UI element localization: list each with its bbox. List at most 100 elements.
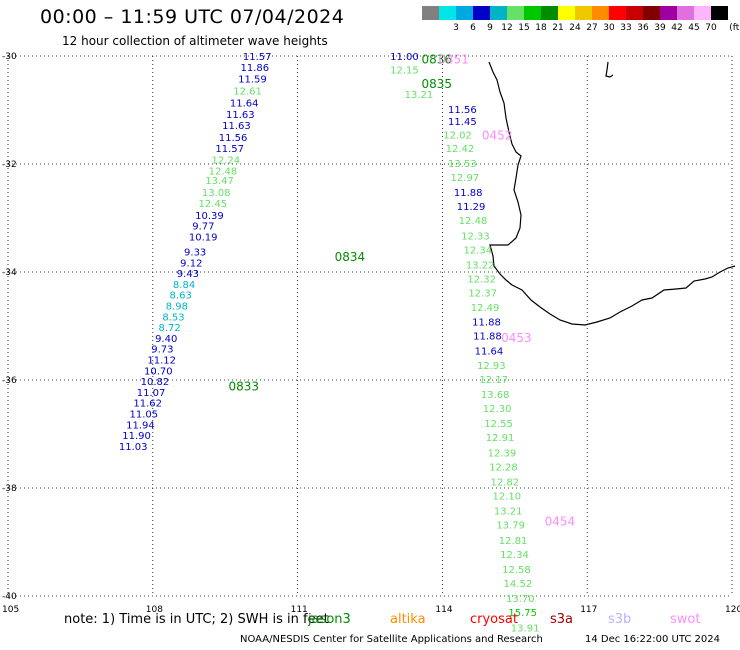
- wave-height-label: 12.24: [212, 156, 241, 167]
- latitude-label: -32: [2, 160, 17, 170]
- pass-time-label: 0452: [482, 128, 513, 142]
- wave-height-label: 13.21: [494, 507, 523, 518]
- altimeter-pass: 13.79 12.81 12.34 12.58 14.52 13.70 15.75 13.91…: [496, 514, 575, 634]
- wave-height-label: 11.64: [230, 98, 259, 109]
- wave-height-label: 11.56: [219, 133, 248, 144]
- page-title: 00:00 – 11:59 UTC 07/04/2024: [40, 6, 345, 28]
- legend-swatch: [558, 6, 575, 20]
- wave-height-label: 11.07: [137, 388, 166, 399]
- wave-height-label: 11.29: [457, 202, 486, 213]
- wave-height-label: 12.48: [459, 216, 488, 227]
- wave-height-label: 12.91: [486, 433, 515, 444]
- wave-height-label: 11.00: [390, 52, 419, 63]
- wave-height-label: 12.02: [443, 130, 472, 141]
- wave-height-label: 13.22: [466, 260, 495, 271]
- wave-height-label: 11.56: [448, 105, 477, 116]
- wave-height-label: 10.70: [144, 366, 173, 377]
- wave-height-label: 12.28: [489, 462, 518, 473]
- wave-height-label: 8.84: [173, 280, 195, 291]
- wave-height-label: 9.12: [180, 258, 202, 269]
- wave-height-label: 11.45: [448, 117, 477, 128]
- legend-swatch: [592, 6, 609, 20]
- wave-height-label: 12.34: [500, 550, 529, 561]
- wave-height-label: 11.88: [454, 188, 483, 199]
- wave-height-label: 13.21: [405, 90, 434, 101]
- legend-swatch: [660, 6, 677, 20]
- longitude-label: 114: [435, 605, 452, 615]
- legend-swatch: [711, 6, 728, 20]
- longitude-label: 105: [2, 605, 19, 615]
- wave-height-label: 12.49: [471, 303, 500, 314]
- legend-swatch: [490, 6, 507, 20]
- wave-height-label: 12.93: [477, 361, 506, 372]
- wave-height-label: 11.05: [129, 409, 158, 420]
- wave-height-label: 10.82: [141, 377, 170, 388]
- wave-height-label: 13.79: [496, 521, 525, 532]
- legend-swatch: [677, 6, 694, 20]
- wave-height-label: 12.61: [233, 87, 262, 98]
- altimeter-pass: 0836: [422, 53, 453, 67]
- altimeter-pass: 0834: [335, 250, 366, 264]
- footer-credit: NOAA/NESDIS Center for Satellite Applica…: [240, 634, 543, 645]
- longitude-labels: 105 108 111 114 117 120: [2, 605, 740, 615]
- pass-time-label: 0836: [422, 53, 453, 67]
- wave-height-label: 13.70: [506, 594, 535, 605]
- wave-height-label: 14.52: [504, 579, 533, 590]
- longitude-label: 120: [725, 605, 740, 615]
- wave-height-label: 13.08: [202, 188, 231, 199]
- wave-height-label: 12.17: [479, 375, 508, 386]
- page-subtitle: 12 hour collection of altimeter wave hei…: [62, 34, 328, 48]
- wave-height-label: 11.57: [243, 52, 272, 63]
- satellite-altika: altika: [390, 612, 426, 627]
- altimeter-pass: 11.5711.8611.5912.6111.6411.6311.6311.56…: [119, 52, 272, 453]
- wave-height-label: 12.82: [491, 478, 520, 489]
- australia-coastline: [488, 61, 736, 326]
- wave-height-label: 11.94: [126, 420, 155, 431]
- graticule: [7, 55, 733, 597]
- legend-label: 27: [586, 23, 598, 33]
- altimeter-pass: 0451: [438, 53, 469, 67]
- wave-height-label: 11.86: [241, 63, 270, 74]
- legend-unit: (ft): [729, 23, 740, 33]
- satellite-cryosat: cryosat: [470, 612, 518, 627]
- latitude-label: -38: [2, 484, 17, 494]
- legend-swatch: [609, 6, 626, 20]
- pass-time-label: 0453: [501, 331, 532, 345]
- wave-height-label: 13.91: [511, 623, 540, 634]
- legend-label: 33: [620, 23, 632, 33]
- legend-label: 18: [535, 23, 547, 33]
- legend-swatch: [422, 6, 439, 20]
- wave-height-label: 12.97: [450, 173, 479, 184]
- wave-height-label: 11.63: [226, 110, 255, 121]
- legend-label: 70: [705, 23, 717, 33]
- wave-height-label: 9.43: [177, 269, 199, 280]
- wave-height-label: 8.63: [170, 291, 192, 302]
- legend-label: 42: [671, 23, 683, 33]
- wave-height-label: 12.15: [390, 66, 419, 77]
- latitude-label: -40: [2, 592, 17, 602]
- legend-label: 9: [487, 23, 493, 33]
- wave-height-label: 9.77: [192, 222, 214, 233]
- wave-height-label: 12.48: [209, 166, 238, 177]
- wave-height-label: 9.73: [151, 345, 173, 356]
- altimeter-tracks: 11.5711.8611.5912.6111.6411.6311.6311.56…: [119, 52, 575, 634]
- longitude-label: 117: [580, 605, 597, 615]
- satellite-jason3: jason3: [308, 612, 351, 627]
- satellite-s3b: s3b: [608, 612, 632, 627]
- pass-time-label: 0454: [545, 514, 576, 528]
- longitude-label: 108: [146, 605, 163, 615]
- legend-label: 24: [569, 23, 581, 33]
- legend-label: 15: [518, 23, 530, 33]
- island: [605, 61, 614, 78]
- wave-height-label: 11.64: [475, 346, 504, 357]
- latitude-label: -30: [2, 52, 17, 62]
- legend-label: 21: [552, 23, 564, 33]
- wave-height-label: 13.47: [205, 176, 234, 187]
- legend-label: 12: [501, 23, 513, 33]
- legend-swatch: [524, 6, 541, 20]
- wave-height-label: 10.19: [189, 232, 218, 243]
- legend-swatch: [439, 6, 456, 20]
- wave-height-label: 10.39: [195, 211, 224, 222]
